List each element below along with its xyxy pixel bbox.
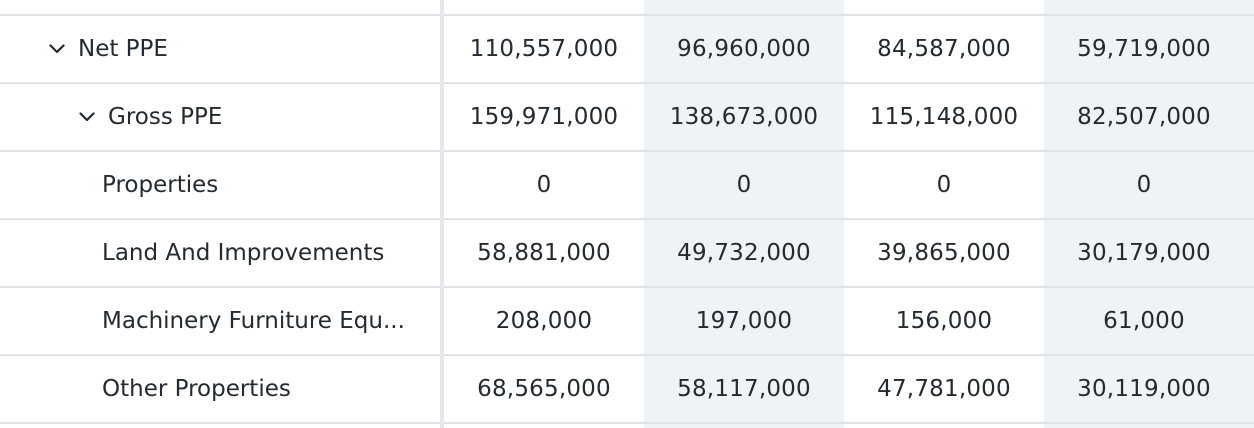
previous-row-edge xyxy=(0,0,1254,16)
value-cell: 0 xyxy=(936,172,952,198)
value-cell: 96,960,000 xyxy=(677,36,811,62)
value-cell: 30,179,000 xyxy=(1077,240,1211,266)
row-label-text: Properties xyxy=(102,172,219,198)
row-label-text: Other Properties xyxy=(102,376,291,402)
value-cell: 82,507,000 xyxy=(1077,104,1211,130)
value-cell: 159,971,000 xyxy=(469,104,619,130)
value-cell: 59,719,000 xyxy=(1077,36,1211,62)
value-cell: 47,781,000 xyxy=(877,376,1011,402)
value-cell: 110,557,000 xyxy=(469,36,619,62)
value-cell: 0 xyxy=(736,172,752,198)
row-label-text: Machinery Furniture Equ... xyxy=(102,308,405,334)
value-cell: 49,732,000 xyxy=(677,240,811,266)
table-row-gross-ppe: Gross PPE 159,971,000 138,673,000 115,14… xyxy=(0,84,1254,152)
table-row-land-and-improvements: Land And Improvements 58,881,000 49,732,… xyxy=(0,220,1254,288)
row-label-text: Land And Improvements xyxy=(102,240,385,266)
table-row-machinery-furniture-equipment: Machinery Furniture Equ... 208,000 197,0… xyxy=(0,288,1254,356)
row-label[interactable]: Net PPE xyxy=(48,16,168,82)
row-label-text: Gross PPE xyxy=(108,104,223,130)
row-label: Other Properties xyxy=(102,356,291,422)
value-cell: 84,587,000 xyxy=(877,36,1011,62)
column-background-4 xyxy=(1044,0,1254,428)
row-label: Properties xyxy=(102,152,218,218)
value-cell: 68,565,000 xyxy=(477,376,611,402)
value-cell: 115,148,000 xyxy=(869,104,1019,130)
chevron-down-icon[interactable] xyxy=(48,40,66,58)
value-cell: 197,000 xyxy=(695,308,793,334)
table-row-other-properties: Other Properties 68,565,000 58,117,000 4… xyxy=(0,356,1254,424)
value-cell: 208,000 xyxy=(495,308,593,334)
column-background-2 xyxy=(644,0,844,428)
value-cell: 156,000 xyxy=(895,308,993,334)
value-cell: 61,000 xyxy=(1103,308,1185,334)
value-cell: 58,117,000 xyxy=(677,376,811,402)
row-label: Machinery Furniture Equ... xyxy=(102,288,405,354)
table-row-properties: Properties 0 0 0 0 xyxy=(0,152,1254,220)
value-cell: 0 xyxy=(1136,172,1152,198)
value-cell: 39,865,000 xyxy=(877,240,1011,266)
value-cell: 30,119,000 xyxy=(1077,376,1211,402)
value-cell: 138,673,000 xyxy=(669,104,819,130)
row-label[interactable]: Gross PPE xyxy=(78,84,222,150)
row-label-text: Net PPE xyxy=(78,36,168,62)
chevron-down-icon[interactable] xyxy=(78,108,96,126)
row-label: Land And Improvements xyxy=(102,220,384,286)
frozen-column-divider xyxy=(440,0,444,428)
value-cell: 58,881,000 xyxy=(477,240,611,266)
table-row-net-ppe: Net PPE 110,557,000 96,960,000 84,587,00… xyxy=(0,16,1254,84)
value-cell: 0 xyxy=(536,172,552,198)
